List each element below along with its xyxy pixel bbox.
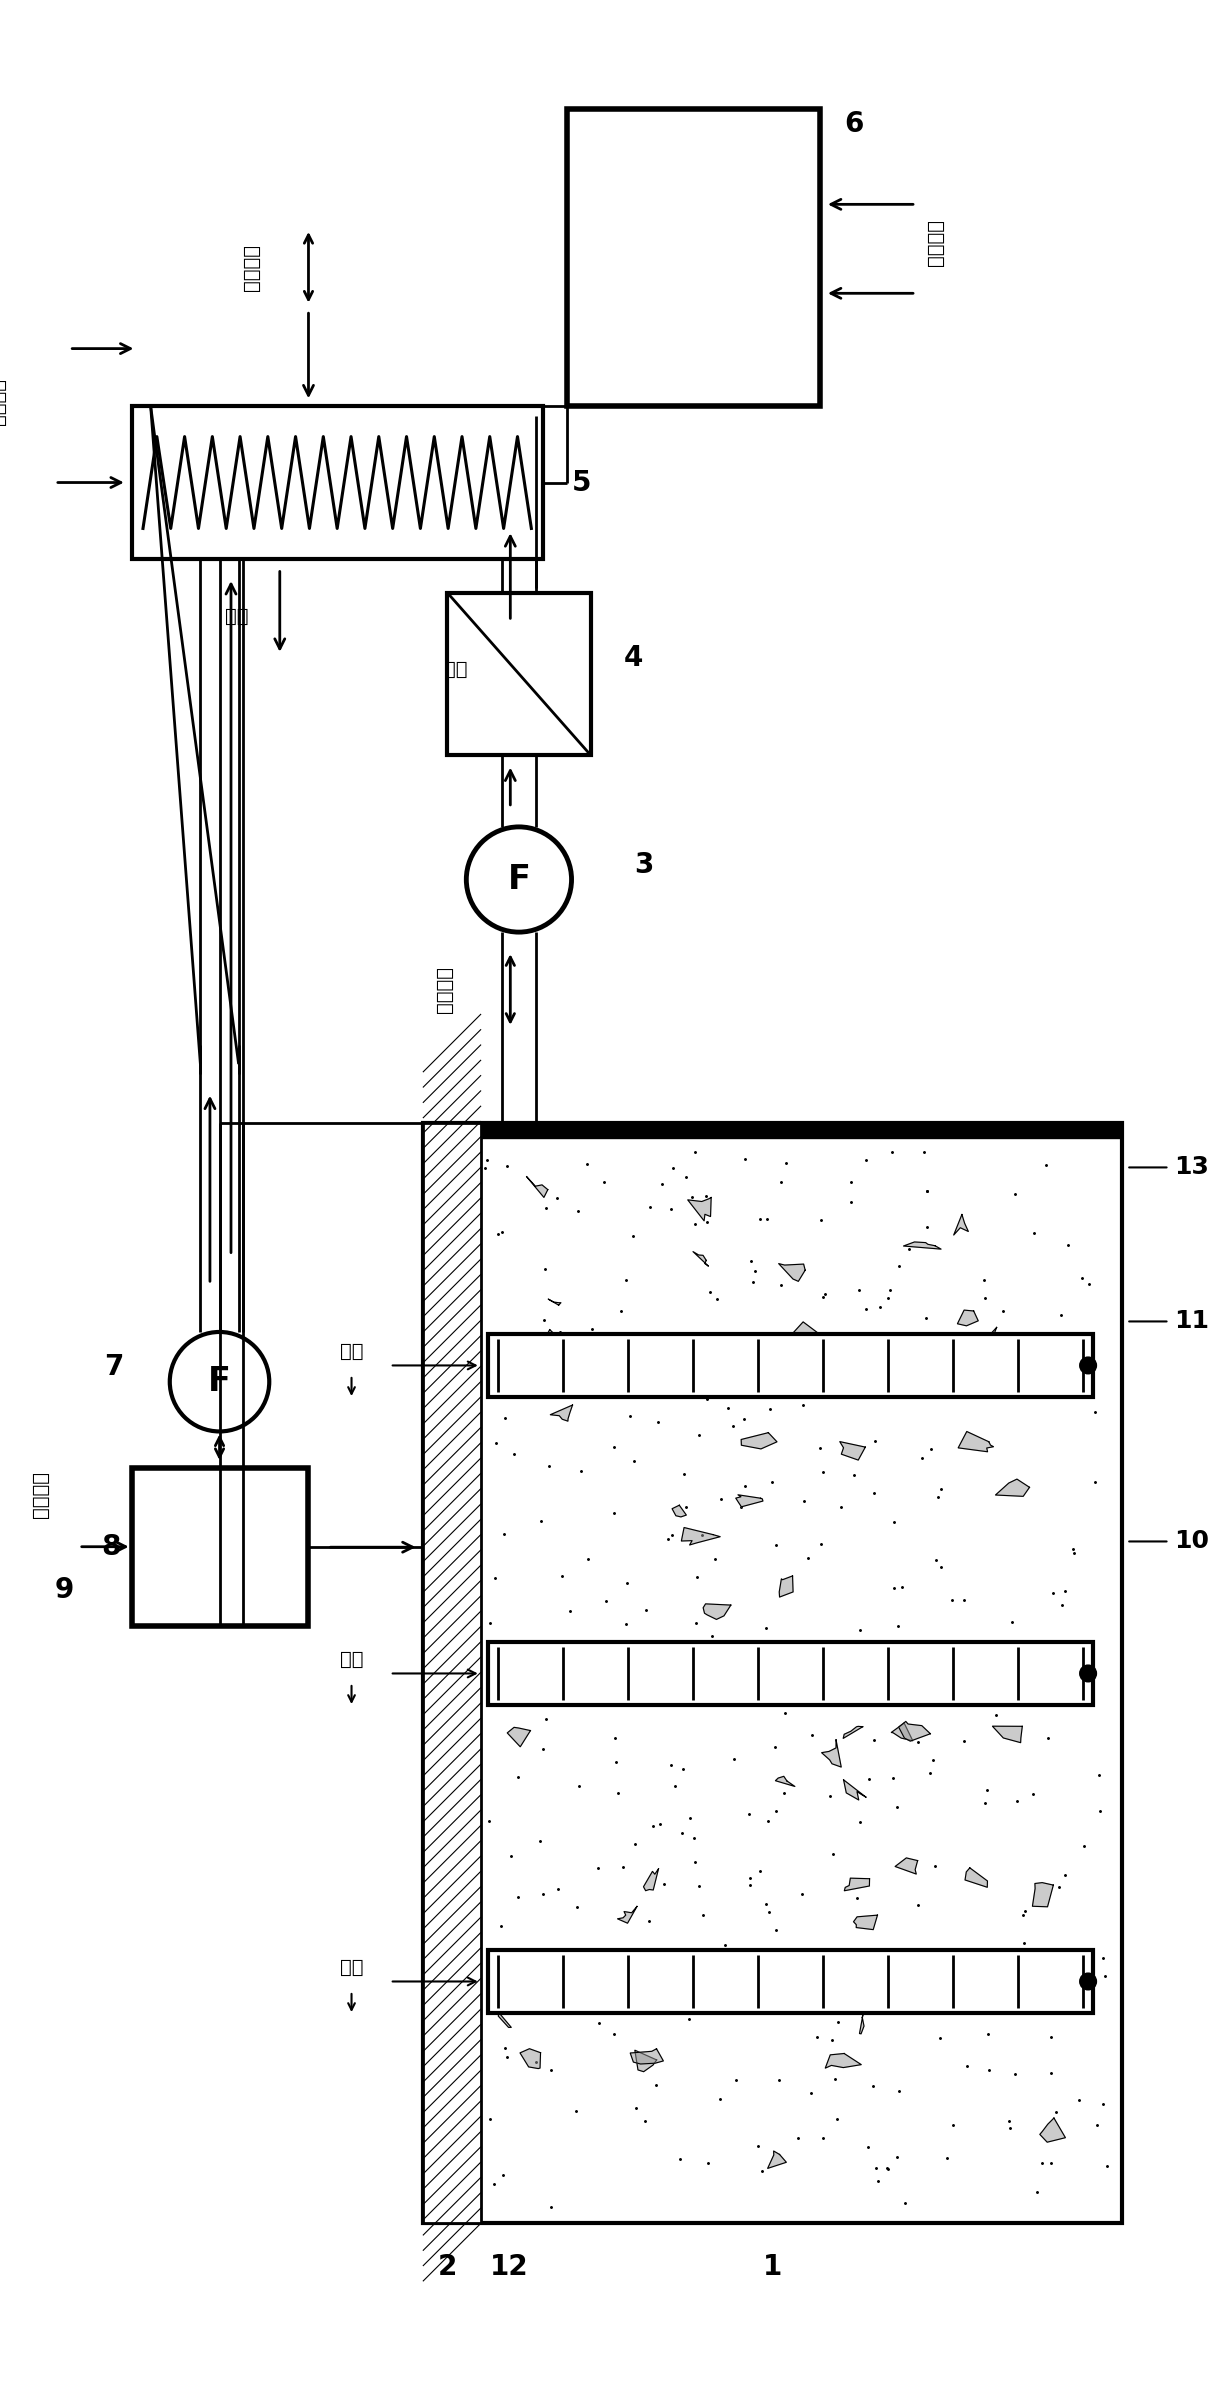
Polygon shape bbox=[635, 2050, 656, 2072]
Text: 排烟: 排烟 bbox=[225, 607, 249, 626]
Polygon shape bbox=[580, 1340, 611, 1357]
Bar bbox=[488, 1333, 1092, 1396]
Text: 2: 2 bbox=[437, 2252, 457, 2280]
Polygon shape bbox=[693, 1252, 708, 1266]
Polygon shape bbox=[899, 1722, 931, 1741]
Polygon shape bbox=[741, 1432, 776, 1448]
Bar bbox=[131, 405, 543, 559]
Text: 5: 5 bbox=[571, 468, 590, 496]
Polygon shape bbox=[959, 1372, 974, 1388]
Polygon shape bbox=[853, 1916, 877, 1930]
Polygon shape bbox=[959, 1432, 994, 1451]
Polygon shape bbox=[631, 2048, 663, 2065]
Text: 1: 1 bbox=[763, 2252, 782, 2280]
Polygon shape bbox=[548, 1300, 561, 1305]
Polygon shape bbox=[844, 1878, 870, 1890]
Polygon shape bbox=[768, 2151, 786, 2168]
Bar bbox=[488, 1643, 1092, 1705]
Polygon shape bbox=[688, 1197, 711, 1221]
Polygon shape bbox=[573, 1683, 603, 1703]
Polygon shape bbox=[672, 1506, 686, 1518]
Text: 热风: 热风 bbox=[340, 1340, 363, 1360]
Polygon shape bbox=[895, 1858, 917, 1875]
Polygon shape bbox=[707, 2000, 738, 2005]
Polygon shape bbox=[645, 1966, 672, 1981]
Text: 7: 7 bbox=[104, 1352, 124, 1381]
Polygon shape bbox=[957, 1309, 978, 1326]
Text: 室外大气: 室外大气 bbox=[242, 245, 260, 290]
Polygon shape bbox=[993, 1727, 1022, 1743]
Circle shape bbox=[170, 1331, 270, 1432]
Bar bbox=[131, 1468, 309, 1626]
Bar bbox=[447, 592, 590, 755]
Text: 9: 9 bbox=[55, 1575, 74, 1604]
Text: 收集气体: 收集气体 bbox=[435, 966, 454, 1012]
Text: F: F bbox=[508, 863, 531, 897]
Polygon shape bbox=[825, 2053, 861, 2067]
Polygon shape bbox=[644, 1868, 659, 1890]
Text: 6: 6 bbox=[844, 110, 864, 137]
Polygon shape bbox=[520, 2048, 541, 2069]
Text: 室外大气: 室外大气 bbox=[926, 218, 944, 266]
Text: 10: 10 bbox=[1174, 1530, 1209, 1554]
Polygon shape bbox=[838, 1338, 865, 1352]
Polygon shape bbox=[843, 1779, 866, 1801]
Polygon shape bbox=[904, 1242, 942, 1249]
Text: 3: 3 bbox=[634, 851, 654, 880]
Text: F: F bbox=[208, 1364, 231, 1398]
Polygon shape bbox=[764, 1952, 792, 1974]
Bar bbox=[423, 1122, 481, 2223]
Circle shape bbox=[1080, 1974, 1096, 1988]
Text: 排烟: 排烟 bbox=[445, 659, 468, 679]
Polygon shape bbox=[779, 1575, 793, 1597]
Polygon shape bbox=[617, 1906, 637, 1923]
Polygon shape bbox=[843, 1727, 863, 1739]
Text: 4: 4 bbox=[625, 643, 644, 671]
Text: 13: 13 bbox=[1174, 1156, 1209, 1180]
Polygon shape bbox=[981, 1328, 996, 1348]
Circle shape bbox=[1080, 1357, 1096, 1374]
Polygon shape bbox=[821, 1741, 841, 1767]
Polygon shape bbox=[507, 1727, 531, 1746]
Polygon shape bbox=[543, 1328, 559, 1348]
Circle shape bbox=[1080, 1667, 1096, 1681]
Polygon shape bbox=[775, 1777, 795, 1787]
Text: 热风: 热风 bbox=[340, 1957, 363, 1976]
Polygon shape bbox=[550, 1405, 572, 1422]
Polygon shape bbox=[892, 1724, 912, 1741]
Polygon shape bbox=[954, 1213, 968, 1235]
Text: 清洁燃料: 清洁燃料 bbox=[32, 1470, 50, 1518]
Polygon shape bbox=[707, 1348, 728, 1362]
Text: 热风: 热风 bbox=[340, 1650, 363, 1669]
Polygon shape bbox=[578, 1990, 615, 2012]
Text: 8: 8 bbox=[101, 1532, 120, 1561]
Polygon shape bbox=[498, 2012, 512, 2026]
Polygon shape bbox=[736, 1494, 763, 1506]
Polygon shape bbox=[840, 1441, 865, 1460]
Polygon shape bbox=[965, 1868, 988, 1887]
Polygon shape bbox=[959, 1643, 987, 1667]
Polygon shape bbox=[703, 1604, 731, 1619]
Polygon shape bbox=[995, 1480, 1029, 1496]
Polygon shape bbox=[1033, 1882, 1053, 1906]
Polygon shape bbox=[779, 1264, 806, 1281]
Polygon shape bbox=[887, 1355, 910, 1374]
Bar bbox=[423, 1122, 1121, 1137]
Polygon shape bbox=[682, 1528, 720, 1544]
Text: 11: 11 bbox=[1174, 1309, 1209, 1333]
Circle shape bbox=[467, 827, 571, 933]
Polygon shape bbox=[526, 1177, 548, 1197]
Bar bbox=[566, 110, 820, 405]
Text: 室外大气: 室外大气 bbox=[0, 379, 7, 424]
Polygon shape bbox=[859, 2012, 864, 2034]
Polygon shape bbox=[1040, 2117, 1066, 2141]
Text: 12: 12 bbox=[490, 2252, 529, 2280]
Bar bbox=[423, 1122, 1121, 2223]
Bar bbox=[488, 1950, 1092, 2012]
Polygon shape bbox=[789, 1321, 824, 1340]
